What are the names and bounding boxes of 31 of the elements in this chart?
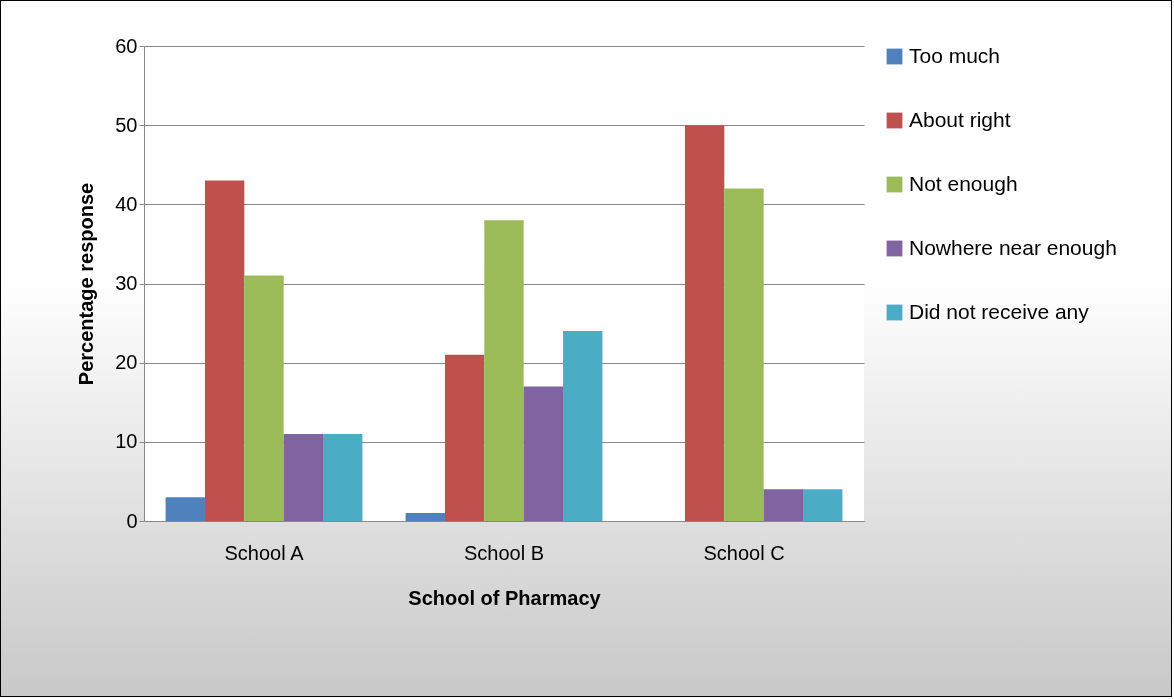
bar — [523, 386, 564, 521]
legend-label: Nowhere near enough — [909, 235, 1117, 259]
bar — [484, 220, 524, 521]
x-axis-title: School of Pharmacy — [408, 586, 602, 609]
y-tick-label: 50 — [115, 113, 138, 136]
bar — [204, 180, 245, 521]
y-tick-label: 0 — [126, 509, 138, 532]
y-tick-label: 60 — [115, 34, 138, 57]
bar — [803, 489, 843, 521]
x-tick-label: School B — [463, 541, 545, 564]
y-tick-label: 20 — [115, 351, 138, 374]
legend-label: Did not receive any — [909, 299, 1090, 323]
legend-label: Too much — [909, 43, 1001, 67]
bar — [165, 497, 205, 521]
bar — [724, 188, 764, 521]
bar — [283, 433, 324, 521]
x-tick-label: School A — [224, 541, 305, 564]
bar — [244, 275, 284, 521]
bar — [444, 354, 485, 521]
bar — [323, 433, 363, 521]
bar — [563, 331, 603, 521]
x-tick-label: School C — [703, 541, 785, 564]
y-tick-label: 30 — [115, 272, 138, 294]
y-axis-title: Percentage response — [75, 182, 98, 386]
bar — [684, 125, 725, 521]
y-tick-label: 10 — [115, 430, 138, 453]
bar — [763, 489, 804, 521]
legend-label: About right — [909, 107, 1011, 131]
legend-label: Not enough — [909, 171, 1018, 195]
y-tick-label: 40 — [115, 192, 138, 215]
bar — [405, 513, 445, 521]
